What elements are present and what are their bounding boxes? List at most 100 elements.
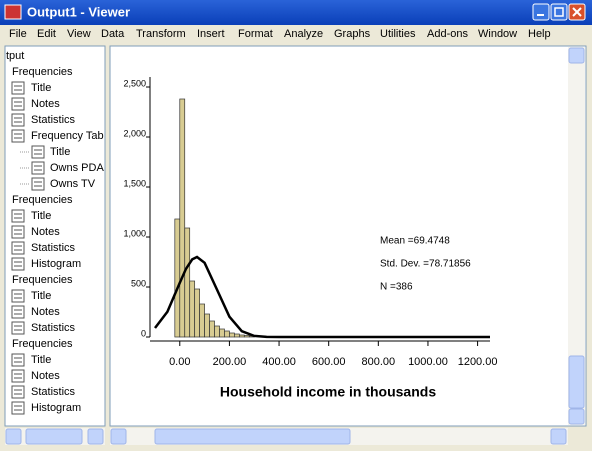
histogram-bar [229, 332, 235, 338]
vertical-scrollbar[interactable] [568, 47, 585, 425]
outline-icon [11, 97, 25, 111]
outline-icon [11, 81, 25, 95]
x-tick-label: 1200.00 [458, 356, 498, 368]
app-icon [4, 4, 22, 20]
outline-heading[interactable]: Frequencies [12, 66, 73, 78]
menu-item[interactable]: Window [478, 28, 517, 40]
outline-icon [31, 161, 45, 175]
histogram-bar [199, 303, 205, 338]
outline-item[interactable]: Title [50, 146, 70, 158]
histogram-bar [189, 280, 196, 338]
normal-curve [154, 255, 490, 339]
y-tick-label: 1,500 [123, 178, 146, 188]
x-tick-label: 1000.00 [408, 356, 448, 368]
menu-item[interactable]: Add-ons [427, 28, 468, 40]
y-tick-label: 0 [141, 328, 146, 338]
x-tick-label: 600.00 [312, 356, 346, 368]
y-tick-label: 1,000 [123, 228, 146, 238]
annotation: Mean =69.4748 [380, 236, 450, 247]
outline-item[interactable]: Notes [31, 306, 60, 318]
histogram-bar [204, 313, 210, 338]
annotation: N =386 [380, 282, 413, 293]
x-tick-label: 0.00 [169, 356, 190, 368]
y-tick-label: 2,500 [123, 78, 146, 88]
outline-item[interactable]: Notes [31, 98, 60, 110]
outline-icon [11, 385, 25, 399]
histogram-bar [214, 325, 220, 338]
menu-item[interactable]: File [9, 28, 27, 40]
scroll-left[interactable] [5, 428, 22, 445]
scroll-down[interactable] [568, 408, 585, 425]
outline-item[interactable]: Notes [31, 226, 60, 238]
scroll-thumb[interactable] [154, 428, 351, 445]
outline-icon [11, 225, 25, 239]
histogram-bar [219, 328, 225, 338]
annotation: Std. Dev. =78.71856 [380, 259, 471, 270]
histogram-bar [194, 288, 200, 338]
outline-item[interactable]: Title [31, 354, 51, 366]
histogram-bar [209, 320, 215, 338]
outline-icon [11, 113, 25, 127]
outline-item[interactable]: Owns TV [50, 178, 96, 190]
outline-icon [11, 257, 25, 271]
y-tick-label: 2,000 [123, 128, 146, 138]
scroll-right[interactable] [87, 428, 104, 445]
menu-item[interactable]: Help [528, 28, 551, 40]
outline-icon [11, 209, 25, 223]
scroll-thumb[interactable] [25, 428, 83, 445]
outline-tree: tput Frequencies Title Notes Statistics Frequ… [6, 50, 104, 415]
histogram-bar [224, 330, 230, 338]
outline-item[interactable]: Owns PDA [50, 162, 104, 174]
outline-item[interactable]: Histogram [31, 402, 81, 414]
outline-item[interactable]: Histogram [31, 258, 81, 270]
x-tick-label: 800.00 [361, 356, 395, 368]
menu-item[interactable]: Graphs [334, 28, 371, 40]
histogram-bar [238, 334, 245, 338]
histogram-bar [174, 218, 181, 338]
menu-item[interactable]: Edit [37, 28, 56, 40]
outline-item[interactable]: Notes [31, 370, 60, 382]
outline-icon [31, 177, 45, 191]
outline-item[interactable]: Title [31, 210, 51, 222]
scroll-left[interactable] [110, 428, 127, 445]
outline-icon [11, 401, 25, 415]
scroll-right[interactable] [550, 428, 567, 445]
outline-heading[interactable]: Frequencies [12, 194, 73, 206]
outline-item[interactable]: Title [31, 82, 51, 94]
menu-item[interactable]: Transform [136, 28, 186, 40]
y-tick-label: 500 [131, 278, 146, 288]
menu-item[interactable]: Format [238, 28, 273, 40]
maximize-button[interactable] [550, 3, 568, 21]
outline-item[interactable]: Statistics [31, 386, 76, 398]
outline-item[interactable]: Frequency Tab [31, 130, 104, 142]
scroll-up[interactable] [568, 47, 585, 64]
outline-root[interactable]: tput [6, 50, 24, 62]
outline-item[interactable]: Statistics [31, 114, 76, 126]
histogram-bar [184, 227, 191, 338]
outline-icon [11, 241, 25, 255]
outline-icon [11, 289, 25, 303]
outline-heading[interactable]: Frequencies [12, 274, 73, 286]
x-tick-label: 200.00 [213, 356, 247, 368]
menu-item[interactable]: Analyze [284, 28, 323, 40]
outline-item[interactable]: Statistics [31, 242, 76, 254]
x-axis-label: Household income in thousands [220, 384, 436, 400]
minimize-button[interactable] [532, 3, 550, 21]
x-tick-label: 400.00 [262, 356, 296, 368]
outline-icon [31, 145, 45, 159]
histogram-bar [243, 335, 250, 338]
menu-item[interactable]: View [67, 28, 91, 40]
chart: 0 500 1,000 1,500 2,000 2,500 0.00 200.00 400.00… [123, 77, 497, 400]
outline-item[interactable]: Title [31, 290, 51, 302]
outline-item[interactable]: Statistics [31, 322, 76, 334]
outline-icon [11, 353, 25, 367]
menu-item[interactable]: Data [101, 28, 125, 40]
menu-item[interactable]: Insert [197, 28, 225, 40]
scroll-thumb[interactable] [568, 355, 585, 409]
histogram-bar [179, 98, 186, 338]
outline-heading[interactable]: Frequencies [12, 338, 73, 350]
window-controls [532, 3, 586, 21]
outline-icon [11, 369, 25, 383]
menu-item[interactable]: Utilities [380, 28, 416, 40]
title-bar [0, 0, 592, 25]
